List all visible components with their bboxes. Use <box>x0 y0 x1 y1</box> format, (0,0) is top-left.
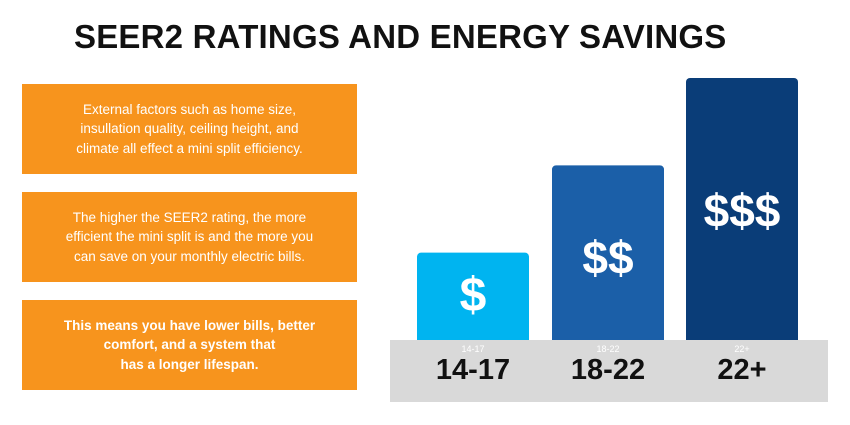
tick-label-small: 14-17 <box>461 344 484 354</box>
tick-label-small: 18-22 <box>596 344 619 354</box>
bar-22+ <box>686 78 798 346</box>
bar-value-label: $ <box>460 269 487 322</box>
bar-14-17 <box>417 252 529 346</box>
category-label: 22+ <box>717 354 766 386</box>
category-label: 14-17 <box>436 354 510 386</box>
category-band <box>390 340 828 402</box>
bar-value-label: $$ <box>582 232 633 284</box>
info-box-text: This means you have lower bills, better … <box>63 317 316 372</box>
tick-label-small: 22+ <box>734 344 749 354</box>
category-label: 18-22 <box>571 354 645 386</box>
page-title: SEER2 RATINGS AND ENERGY SAVINGS <box>74 18 727 55</box>
bar-value-label: $$$ <box>704 184 781 236</box>
info-box-text: The higher the SEER2 rating, the more ef… <box>65 209 314 264</box>
info-box-lower-bills: This means you have lower bills, better … <box>22 300 357 390</box>
info-box-external-factors: External factors such as home size, insu… <box>22 84 357 174</box>
bar-18-22 <box>552 165 664 346</box>
info-box-text: External factors such as home size, insu… <box>76 101 303 156</box>
info-box-seer-rating: The higher the SEER2 rating, the more ef… <box>22 192 357 282</box>
